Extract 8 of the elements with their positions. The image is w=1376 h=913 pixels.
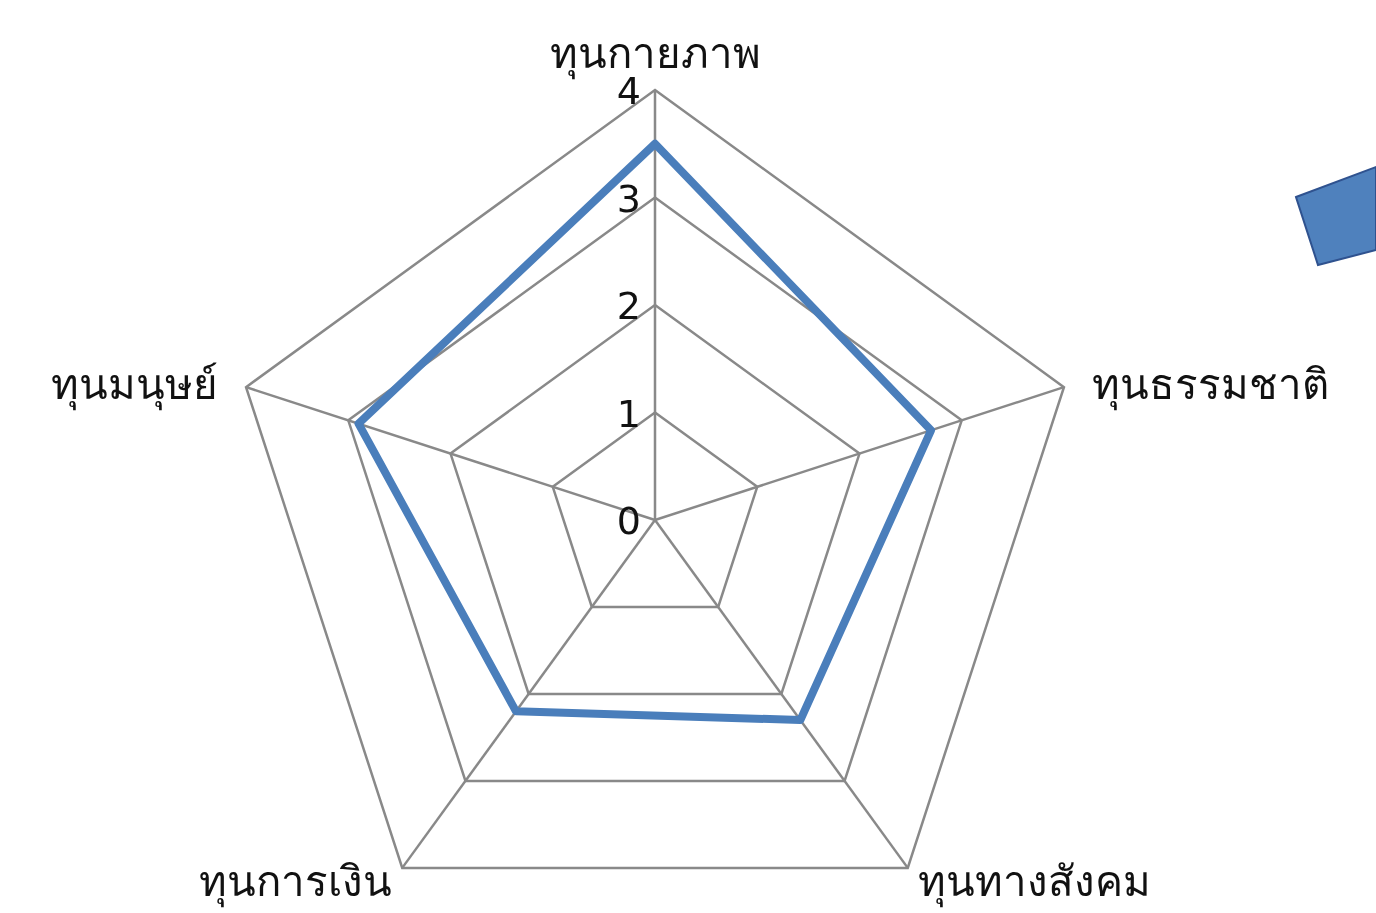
y-tick-label: 1 <box>616 391 641 436</box>
spoke-label: ทุนธรรมชาติ <box>1091 360 1329 412</box>
spoke-label: ทุนทางสังคม <box>917 856 1151 908</box>
y-tick-label: 2 <box>616 284 641 328</box>
spoke-label: ทุนมนุษย์ <box>51 360 219 412</box>
y-tick-label: 3 <box>616 176 641 221</box>
y-tick-label: 0 <box>616 499 641 543</box>
spoke-label: ทุนการเงิน <box>199 856 393 908</box>
